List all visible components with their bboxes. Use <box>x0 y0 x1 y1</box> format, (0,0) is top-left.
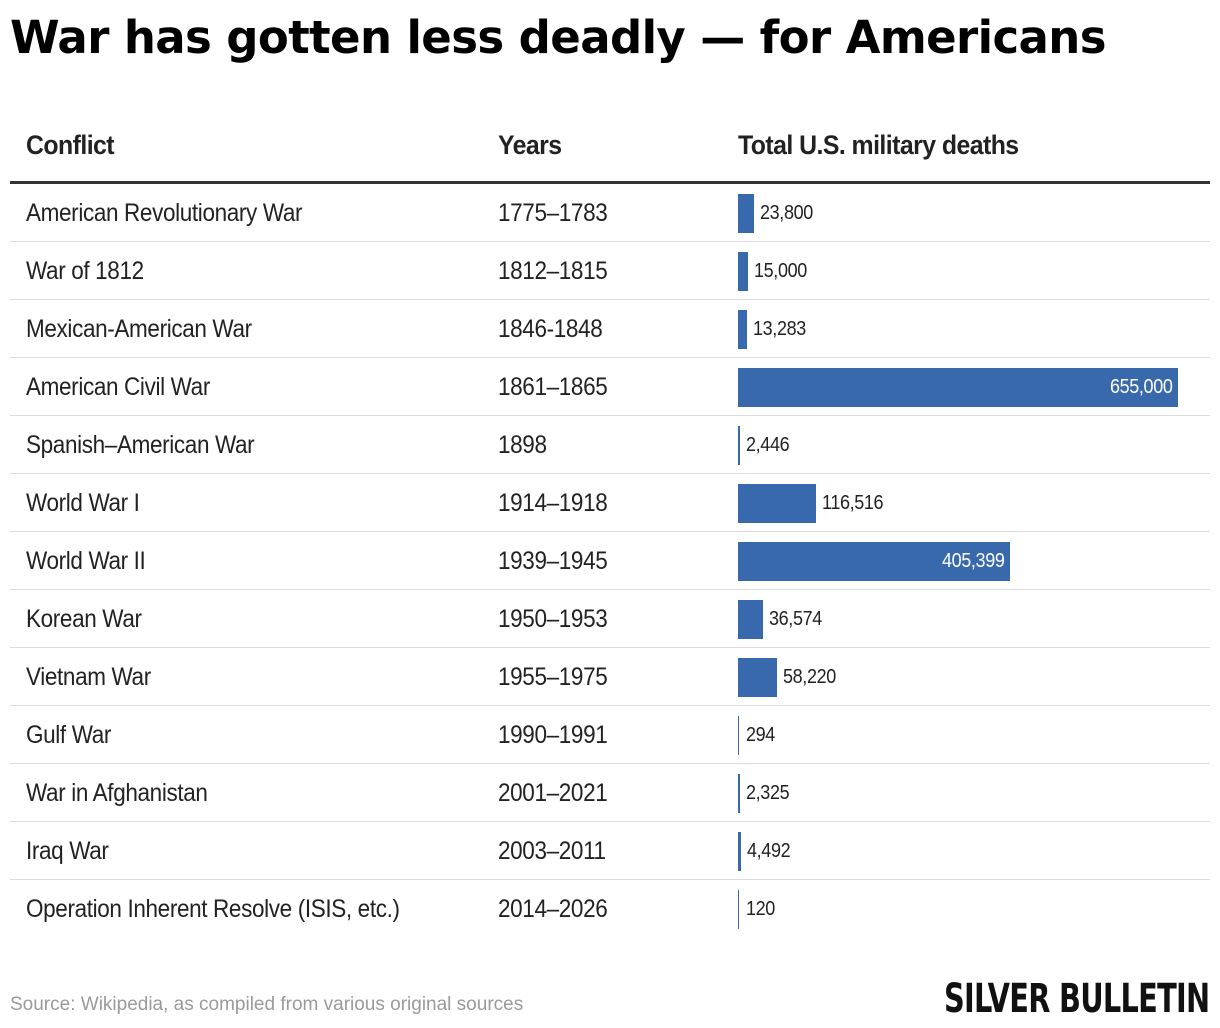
deaths-value-label: 15,000 <box>754 260 807 282</box>
header-deaths: Total U.S. military deaths <box>738 130 1019 160</box>
deaths-value-label: 405,399 <box>941 550 1005 572</box>
deaths-bar <box>738 310 747 349</box>
deaths-bar <box>738 484 817 523</box>
deaths-value-label: 116,516 <box>822 492 884 514</box>
conflict-name: War in Afghanistan <box>26 779 208 807</box>
conflict-years: 1950–1953 <box>498 605 608 633</box>
conflict-name: American Civil War <box>26 373 210 401</box>
conflict-years: 2014–2026 <box>498 895 608 923</box>
conflict-years: 1939–1945 <box>498 547 608 575</box>
conflict-name: Vietnam War <box>26 663 151 691</box>
deaths-bar <box>738 832 742 871</box>
source-note: Source: Wikipedia, as compiled from vari… <box>10 994 524 1015</box>
deaths-bar <box>738 426 740 465</box>
conflict-years: 2003–2011 <box>498 837 606 865</box>
conflict-name: Iraq War <box>26 837 109 865</box>
table-body: American Revolutionary War 1775–1783 23,80… <box>10 184 1210 938</box>
table-header: Conflict Years Total U.S. military death… <box>10 110 1210 184</box>
deaths-table: Conflict Years Total U.S. military death… <box>10 110 1210 938</box>
conflict-years: 1775–1783 <box>498 199 608 227</box>
deaths-bar <box>738 194 754 233</box>
deaths-bar <box>738 774 740 813</box>
table-row: Spanish–American War 1898 2,446 <box>10 416 1210 474</box>
deaths-bar <box>738 600 763 639</box>
conflict-years: 1990–1991 <box>498 721 608 749</box>
conflict-name: Korean War <box>26 605 142 633</box>
table-row: American Civil War 1861–1865 655,000 <box>10 358 1210 416</box>
conflict-years: 2001–2021 <box>498 779 608 807</box>
conflict-years: 1898 <box>498 431 547 459</box>
chart-title: War has gotten less deadly — for America… <box>10 11 1107 64</box>
deaths-value-label: 655,000 <box>1109 376 1172 398</box>
deaths-bar <box>738 658 778 697</box>
conflict-years: 1846-1848 <box>498 315 603 343</box>
table-row: Vietnam War 1955–1975 58,220 <box>10 648 1210 706</box>
table-row: World War I 1914–1918 116,516 <box>10 474 1210 532</box>
deaths-value-label: 2,325 <box>746 782 790 804</box>
conflict-years: 1861–1865 <box>498 373 608 401</box>
deaths-bar <box>738 252 749 291</box>
table-row: Mexican-American War 1846-1848 13,283 <box>10 300 1210 358</box>
table-row: Gulf War 1990–1991 294 <box>10 706 1210 764</box>
table-row: American Revolutionary War 1775–1783 23,80… <box>10 184 1210 242</box>
deaths-value-label: 23,800 <box>759 202 813 224</box>
deaths-bar <box>738 542 1011 581</box>
deaths-value-label: 4,492 <box>747 840 791 862</box>
conflict-years: 1812–1815 <box>498 257 608 285</box>
deaths-value-label: 294 <box>746 724 775 746</box>
table-row: World War II 1939–1945 405,399 <box>10 532 1210 590</box>
table-row: Operation Inherent Resolve (ISIS, etc.) 2… <box>10 880 1210 938</box>
table-row: Iraq War 2003–2011 4,492 <box>10 822 1210 880</box>
conflict-years: 1955–1975 <box>498 663 608 691</box>
conflict-years: 1914–1918 <box>498 489 608 517</box>
deaths-value-label: 58,220 <box>783 666 837 688</box>
deaths-value-label: 2,446 <box>746 434 790 456</box>
conflict-name: Gulf War <box>26 721 112 749</box>
conflict-name: Mexican-American War <box>26 315 252 343</box>
conflict-name: Spanish–American War <box>26 431 255 459</box>
header-years: Years <box>498 130 562 160</box>
deaths-value-label: 120 <box>746 898 775 920</box>
conflict-name: War of 1812 <box>26 257 144 285</box>
table-row: War in Afghanistan 2001–2021 2,325 <box>10 764 1210 822</box>
conflict-name: Operation Inherent Resolve (ISIS, etc.) <box>26 895 400 923</box>
table-row: War of 1812 1812–1815 15,000 <box>10 242 1210 300</box>
silver-bulletin-logo: SILVER BULLETIN <box>944 976 1210 1022</box>
conflict-name: World War I <box>26 489 140 517</box>
conflict-name: American Revolutionary War <box>26 199 303 227</box>
deaths-value-label: 13,283 <box>752 318 806 340</box>
header-conflict: Conflict <box>26 130 115 160</box>
deaths-bar <box>738 368 1178 407</box>
table-row: Korean War 1950–1953 36,574 <box>10 590 1210 648</box>
deaths-value-label: 36,574 <box>768 608 822 630</box>
conflict-name: World War II <box>26 547 146 575</box>
